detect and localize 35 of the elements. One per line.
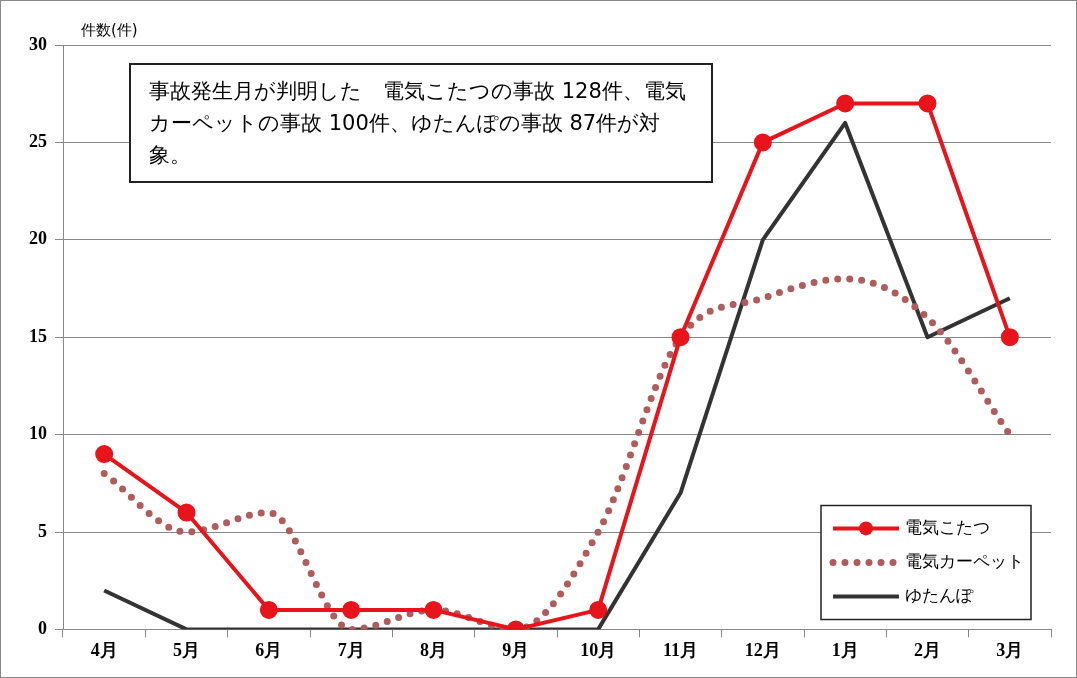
y-tick-label: 25 bbox=[29, 131, 47, 152]
y-tick-label: 15 bbox=[29, 325, 47, 346]
x-tick-label: 1月 bbox=[831, 639, 859, 660]
legend-label: ゆたんぽ bbox=[905, 584, 974, 605]
y-tick-label: 30 bbox=[29, 33, 47, 54]
point bbox=[1000, 328, 1019, 347]
y-tick-label: 5 bbox=[38, 520, 47, 541]
point bbox=[918, 94, 937, 113]
x-tick-label: 4月 bbox=[90, 639, 118, 660]
point bbox=[259, 600, 278, 619]
y-tick-label: 20 bbox=[29, 228, 47, 249]
point bbox=[95, 445, 114, 464]
point bbox=[342, 600, 361, 619]
x-tick-label: 8月 bbox=[420, 639, 447, 660]
x-tick-label: 6月 bbox=[255, 639, 283, 660]
annotation: 事故発生月が判明した 電気こたつの事故 128件、電気カーペットの事故 100件、ゆたんぽの事故 87件が対象。 bbox=[129, 63, 713, 183]
y-axis-title: 件数(件) bbox=[81, 21, 138, 40]
x-tick-label: 11月 bbox=[662, 639, 699, 660]
x-tick-label: 2月 bbox=[914, 639, 941, 660]
x-tick-label: 7月 bbox=[337, 639, 365, 660]
x-tick-label: 5月 bbox=[173, 639, 200, 660]
x-tick-label: 3月 bbox=[996, 639, 1024, 660]
y-tick-label: 10 bbox=[29, 423, 47, 444]
legend-label: 電気カーペット bbox=[905, 550, 1024, 571]
y-tick-label: 0 bbox=[38, 618, 47, 639]
point bbox=[836, 94, 855, 113]
point bbox=[589, 600, 608, 619]
x-tick-label: 9月 bbox=[502, 639, 530, 660]
x-tick-label: 10月 bbox=[580, 639, 617, 660]
point bbox=[671, 328, 690, 347]
legend-label: 電気こたつ bbox=[905, 516, 990, 537]
point bbox=[753, 133, 772, 152]
point bbox=[177, 503, 196, 522]
point bbox=[424, 600, 443, 619]
x-tick-label: 12月 bbox=[744, 639, 781, 660]
